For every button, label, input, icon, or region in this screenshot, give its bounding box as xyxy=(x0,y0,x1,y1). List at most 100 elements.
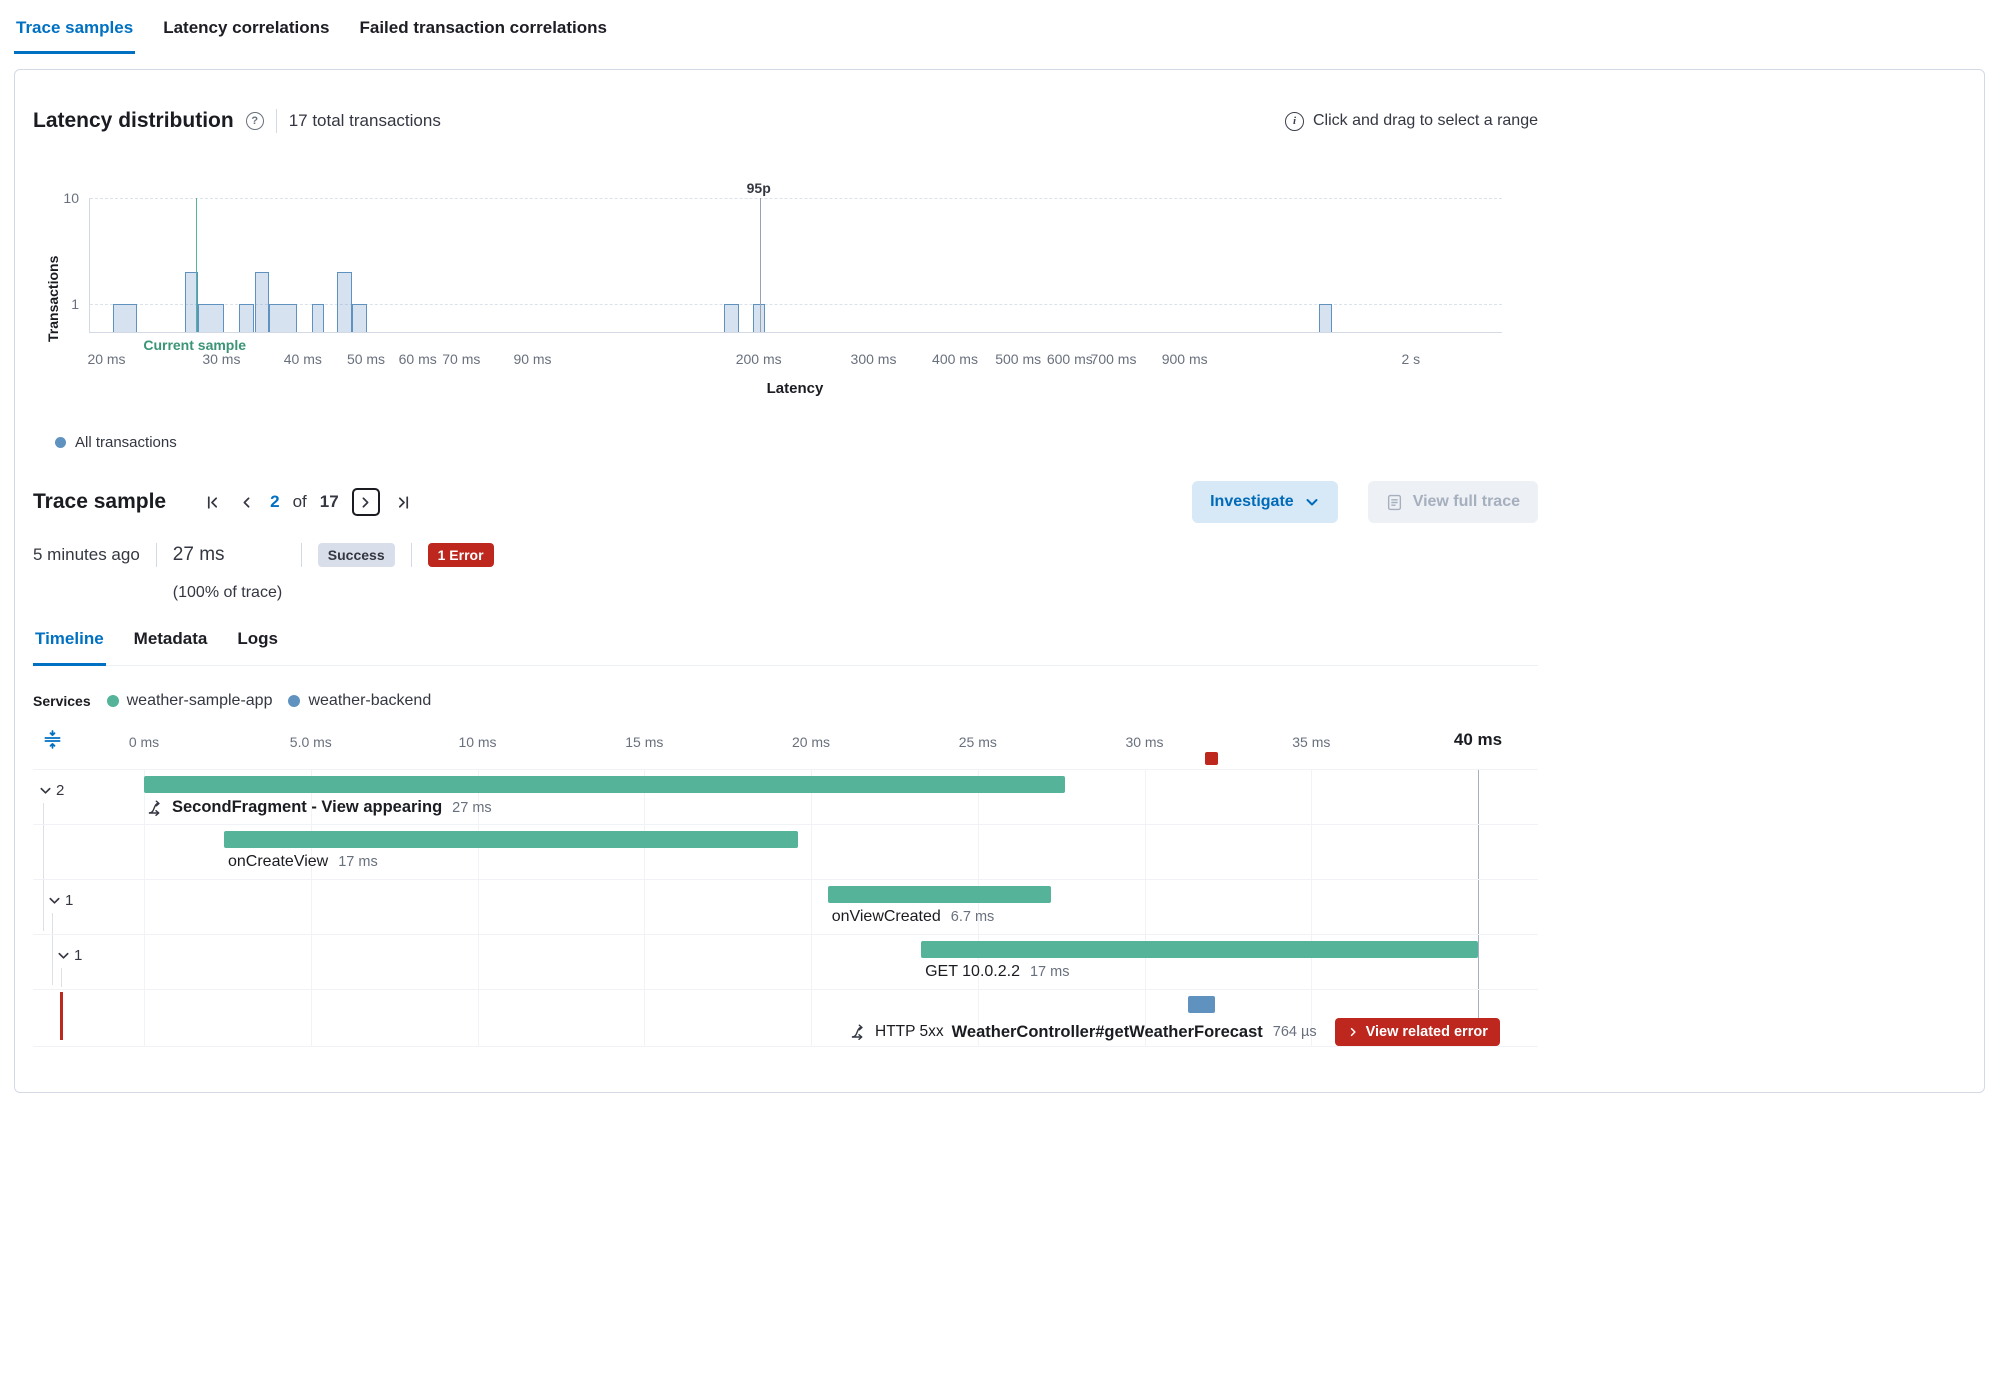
service-legend-weather-sample-app[interactable]: weather-sample-app xyxy=(106,692,272,710)
span-name: onViewCreated xyxy=(831,908,941,925)
tab-logs[interactable]: Logs xyxy=(235,619,280,666)
histogram-bar[interactable] xyxy=(113,304,137,332)
page-of-label: of xyxy=(292,492,307,511)
info-icon: i xyxy=(1284,111,1304,131)
next-page-button[interactable] xyxy=(351,488,380,516)
x-axis-tick-label: 70 ms xyxy=(442,351,481,367)
chart-legend-all-transactions[interactable]: All transactions xyxy=(55,434,1538,451)
latency-histogram-plot[interactable] xyxy=(89,198,1502,333)
tab-failed-transaction-correlations[interactable]: Failed transaction correlations xyxy=(357,10,609,54)
legend-color-dot xyxy=(55,437,66,448)
x-axis-tick-label: 60 ms xyxy=(398,351,437,367)
help-icon[interactable]: ? xyxy=(245,112,264,130)
waterfall-rows: SecondFragment - View appearing 27 ms 2 onC… xyxy=(33,769,1538,1047)
span-duration: 764 µs xyxy=(1272,1024,1317,1040)
waterfall-axis: 0 ms 5.0 ms 10 ms 15 ms 20 ms 25 ms 30 ms 35 ms… xyxy=(33,726,1538,768)
histogram-bar[interactable] xyxy=(269,304,297,332)
chevron-down-icon xyxy=(47,893,62,908)
waterfall-row: onCreateView 17 ms xyxy=(33,824,1538,879)
tab-timeline[interactable]: Timeline xyxy=(33,619,106,666)
tab-trace-samples[interactable]: Trace samples xyxy=(14,10,136,54)
view-full-trace-button[interactable]: View full trace xyxy=(1367,481,1538,523)
chevron-left-icon xyxy=(243,496,250,508)
x-axis-tick-label: 2 s xyxy=(1401,351,1421,367)
x-axis-tick-label: 900 ms xyxy=(1161,351,1208,367)
timeline-gridline xyxy=(310,769,312,1046)
span-bar[interactable] xyxy=(921,941,1478,958)
tab-latency-correlations[interactable]: Latency correlations xyxy=(161,10,331,54)
histogram-bar[interactable] xyxy=(336,272,352,332)
histogram-bar[interactable] xyxy=(1318,304,1333,332)
latency-distribution-title: Latency distribution xyxy=(33,109,234,132)
previous-page-button[interactable] xyxy=(236,492,257,513)
x-axis-tick-label: 500 ms xyxy=(995,351,1042,367)
span-label[interactable]: SecondFragment - View appearing 27 ms xyxy=(148,798,492,817)
timeline-gridline xyxy=(1311,769,1313,1046)
histogram-bar[interactable] xyxy=(197,304,225,332)
trace-document-icon xyxy=(1387,494,1401,510)
view-related-error-button[interactable]: View related error xyxy=(1334,1018,1500,1046)
x-axis-title: Latency xyxy=(766,380,824,397)
top-tabs: Trace samples Latency correlations Failed … xyxy=(0,0,1999,54)
chevron-right-icon xyxy=(1347,1026,1359,1038)
timeline-gridline xyxy=(811,769,812,1046)
histogram-bar[interactable] xyxy=(351,304,367,332)
histogram-bar[interactable] xyxy=(723,304,740,332)
chevron-right-icon xyxy=(362,496,369,508)
timeline-axis-tick-label: 35 ms xyxy=(1292,734,1331,750)
current-page: 2 xyxy=(270,492,280,511)
histogram-bar[interactable] xyxy=(238,304,255,332)
error-count-badge[interactable]: 1 Error xyxy=(427,542,494,568)
branch-icon xyxy=(148,800,164,816)
x-axis-tick-label: 40 ms xyxy=(283,351,322,367)
percentile-95-line xyxy=(759,198,761,332)
chevron-down-icon xyxy=(38,783,53,798)
legend-label: All transactions xyxy=(75,434,177,451)
histogram-bar[interactable] xyxy=(185,272,198,332)
span-label[interactable]: onCreateView 17 ms xyxy=(228,853,378,871)
timeline-gridline xyxy=(477,769,479,1046)
timeline-axis-tick-label: 25 ms xyxy=(958,734,997,750)
first-page-button[interactable] xyxy=(202,492,223,513)
timeline-gridline xyxy=(977,769,979,1046)
error-marker[interactable] xyxy=(1204,752,1218,765)
waterfall-row: onViewCreated 6.7 ms 1 xyxy=(33,879,1538,934)
trace-header-left: Trace sample 2 of 17 xyxy=(33,488,414,516)
last-page-button[interactable] xyxy=(393,492,414,513)
span-label[interactable]: onViewCreated 6.7 ms xyxy=(832,908,995,926)
span-label[interactable]: HTTP 5xx WeatherController#getWeatherFore… xyxy=(851,1018,1500,1046)
transaction-bar[interactable] xyxy=(144,776,1065,793)
branch-icon xyxy=(851,1024,867,1040)
current-sample-line xyxy=(195,198,197,332)
trace-duration-group: 27 ms (100% of trace) xyxy=(172,544,285,601)
span-duration: 6.7 ms xyxy=(950,909,995,925)
trace-pagination: 2 of 17 xyxy=(202,488,414,516)
transaction-bar[interactable] xyxy=(1187,996,1215,1013)
span-bar[interactable] xyxy=(224,831,798,848)
collapse-all-button[interactable] xyxy=(41,728,64,751)
timeline-gridline xyxy=(1478,769,1479,1046)
x-axis-tick-label: 200 ms xyxy=(735,351,782,367)
latency-distribution-header: Latency distribution ? 17 total transact… xyxy=(33,106,1538,136)
span-name: onCreateView xyxy=(228,853,329,870)
service-legend-weather-backend[interactable]: weather-backend xyxy=(288,692,431,710)
histogram-bar[interactable] xyxy=(254,272,270,332)
span-bar[interactable] xyxy=(827,886,1052,903)
x-axis-tick-label: 300 ms xyxy=(850,351,897,367)
investigate-button[interactable]: Investigate xyxy=(1192,481,1338,523)
row-expand-toggle[interactable]: 1 xyxy=(47,892,73,909)
span-label[interactable]: GET 10.0.2.2 17 ms xyxy=(925,963,1069,981)
trace-age: 5 minutes ago xyxy=(33,545,140,564)
row-expand-toggle[interactable]: 1 xyxy=(56,947,82,964)
histogram-bar[interactable] xyxy=(312,304,324,332)
span-subtype-label: HTTP 5xx xyxy=(875,1023,944,1040)
histogram-bar[interactable] xyxy=(752,304,766,332)
x-axis-tick-label: 30 ms xyxy=(202,351,241,367)
row-children-count: 1 xyxy=(74,947,83,964)
chevron-down-icon xyxy=(56,948,71,963)
row-expand-toggle[interactable]: 2 xyxy=(38,782,64,799)
tab-metadata[interactable]: Metadata xyxy=(132,619,210,666)
x-axis-tick-label: 600 ms xyxy=(1046,351,1093,367)
trace-duration: 27 ms xyxy=(172,544,225,565)
y-axis-tick-label: 10 xyxy=(63,190,79,206)
